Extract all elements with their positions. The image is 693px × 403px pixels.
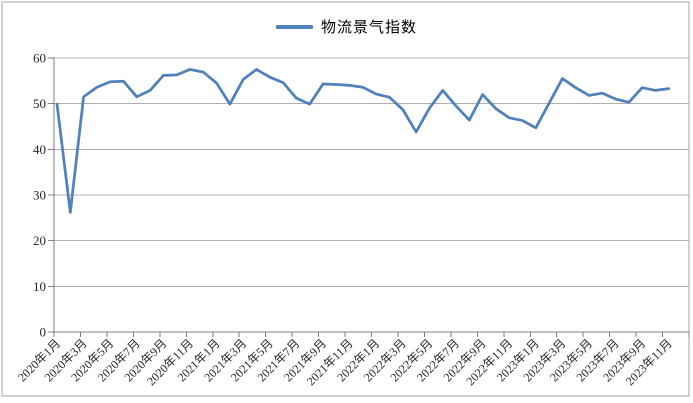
- y-tick-label: 60: [33, 51, 46, 66]
- legend-label: 物流景气指数: [320, 20, 417, 36]
- series-line-logistics-index: [55, 68, 671, 214]
- y-tick-label: 0: [40, 325, 47, 340]
- y-tick-label: 50: [33, 96, 46, 111]
- legend-line-swatch: [275, 24, 313, 29]
- legend: 物流景气指数: [0, 16, 693, 37]
- y-tick-label: 20: [33, 233, 46, 248]
- y-tick-label: 30: [33, 188, 46, 203]
- chart-border: [1, 1, 690, 397]
- y-tick-label: 10: [33, 279, 46, 294]
- y-tick-label: 40: [33, 142, 46, 157]
